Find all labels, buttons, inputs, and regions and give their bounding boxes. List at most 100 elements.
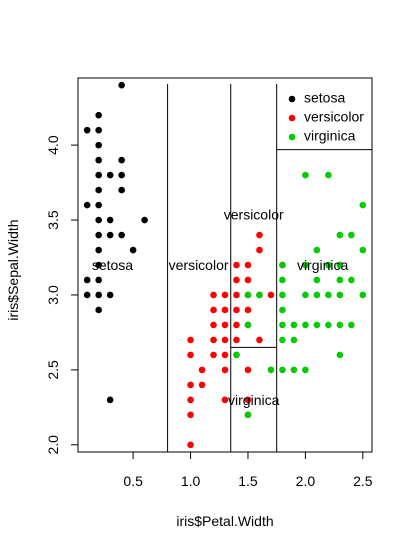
virginica-point xyxy=(325,261,332,269)
legend-marker-versicolor xyxy=(288,114,296,122)
virginica-point xyxy=(336,261,344,269)
virginica-point xyxy=(313,321,321,329)
virginica-point xyxy=(302,261,309,269)
versicolor-point xyxy=(198,381,206,389)
virginica-point xyxy=(336,351,344,359)
virginica-point xyxy=(336,321,344,329)
setosa-point xyxy=(95,291,102,299)
versicolor-point xyxy=(221,351,229,359)
plot-frame xyxy=(77,77,373,453)
y-tick-label: 2.5 xyxy=(45,360,61,380)
versicolor-point xyxy=(244,306,252,314)
setosa-point xyxy=(106,291,114,299)
plot-area: 0.5 1.0 1.5 2.0 2.5 2.0 2.5 3.0 3.5 4.0 setosa vers… xyxy=(45,77,373,489)
setosa-point xyxy=(118,81,125,89)
versicolor-point xyxy=(221,306,229,314)
virginica-point xyxy=(244,291,252,299)
virginica-point xyxy=(267,366,275,374)
versicolor-point xyxy=(210,291,217,299)
y-tick-label: 3.5 xyxy=(45,210,61,230)
versicolor-point xyxy=(187,381,194,389)
setosa-point xyxy=(95,171,102,179)
region-annotation: versicolor xyxy=(224,206,284,222)
x-tick-label: 1.0 xyxy=(181,473,201,489)
versicolor-point xyxy=(233,276,240,284)
y-tick-label: 2.0 xyxy=(45,435,61,455)
setosa-point xyxy=(106,216,114,224)
y-tick-label: 3.0 xyxy=(45,285,61,305)
virginica-point xyxy=(348,231,355,239)
setosa-point xyxy=(95,156,102,164)
versicolor-point xyxy=(210,351,217,359)
versicolor-point xyxy=(221,321,229,329)
versicolor-point xyxy=(233,306,240,314)
setosa-point xyxy=(118,171,125,179)
setosa-point xyxy=(95,261,102,269)
virginica-point xyxy=(348,321,355,329)
setosa-point xyxy=(83,291,91,299)
setosa-point xyxy=(95,246,102,254)
virginica-point xyxy=(313,276,321,284)
x-tick-label: 1.5 xyxy=(238,473,258,489)
x-axis-label: iris$Petal.Width xyxy=(176,513,273,529)
region-annotation: versicolor xyxy=(169,257,229,273)
virginica-point xyxy=(279,291,286,299)
x-tick-label: 2.0 xyxy=(296,473,316,489)
setosa-point xyxy=(106,171,114,179)
versicolor-point xyxy=(221,291,229,299)
setosa-point xyxy=(83,201,91,209)
virginica-point xyxy=(244,411,252,419)
setosa-point xyxy=(95,111,102,119)
setosa-point xyxy=(106,396,114,404)
region-annotation: virginica xyxy=(297,257,349,273)
setosa-point xyxy=(83,276,91,284)
versicolor-point xyxy=(210,336,217,344)
versicolor-point xyxy=(187,411,194,419)
virginica-point xyxy=(279,276,286,284)
virginica-point xyxy=(279,321,286,329)
virginica-point xyxy=(302,366,309,374)
virginica-point xyxy=(325,171,332,179)
setosa-point xyxy=(83,126,91,134)
virginica-point xyxy=(302,321,309,329)
legend-label-setosa: setosa xyxy=(304,90,345,106)
legend-marker-virginica xyxy=(288,133,296,141)
x-tick-label: 2.5 xyxy=(353,473,373,489)
setosa-point xyxy=(129,246,137,254)
virginica-point xyxy=(290,366,298,374)
region-annotation: setosa xyxy=(92,257,133,273)
legend-marker-setosa xyxy=(288,95,296,103)
versicolor-point xyxy=(233,321,240,329)
virginica-point xyxy=(256,291,263,299)
region-annotation: virginica xyxy=(228,392,280,408)
virginica-point xyxy=(302,171,309,179)
versicolor-point xyxy=(244,261,252,269)
virginica-point xyxy=(244,321,252,329)
virginica-point xyxy=(336,291,344,299)
virginica-point xyxy=(325,291,332,299)
versicolor-point xyxy=(187,351,194,359)
virginica-point xyxy=(336,276,344,284)
setosa-point xyxy=(141,216,148,224)
versicolor-point xyxy=(256,231,263,239)
y-tick-label: 4.0 xyxy=(45,135,61,155)
setosa-point xyxy=(95,306,102,314)
setosa-point xyxy=(118,186,125,194)
setosa-point xyxy=(95,231,102,239)
setosa-point xyxy=(118,156,125,164)
versicolor-point xyxy=(267,291,275,299)
versicolor-point xyxy=(187,396,194,404)
versicolor-point xyxy=(233,336,240,344)
versicolor-point xyxy=(233,261,240,269)
virginica-point xyxy=(348,276,355,284)
virginica-point xyxy=(279,366,286,374)
virginica-point xyxy=(313,246,321,254)
versicolor-point xyxy=(256,336,263,344)
setosa-point xyxy=(95,141,102,149)
versicolor-point xyxy=(198,366,206,374)
virginica-point xyxy=(279,336,286,344)
versicolor-point xyxy=(210,306,217,314)
setosa-point xyxy=(95,186,102,194)
virginica-point xyxy=(279,306,286,314)
